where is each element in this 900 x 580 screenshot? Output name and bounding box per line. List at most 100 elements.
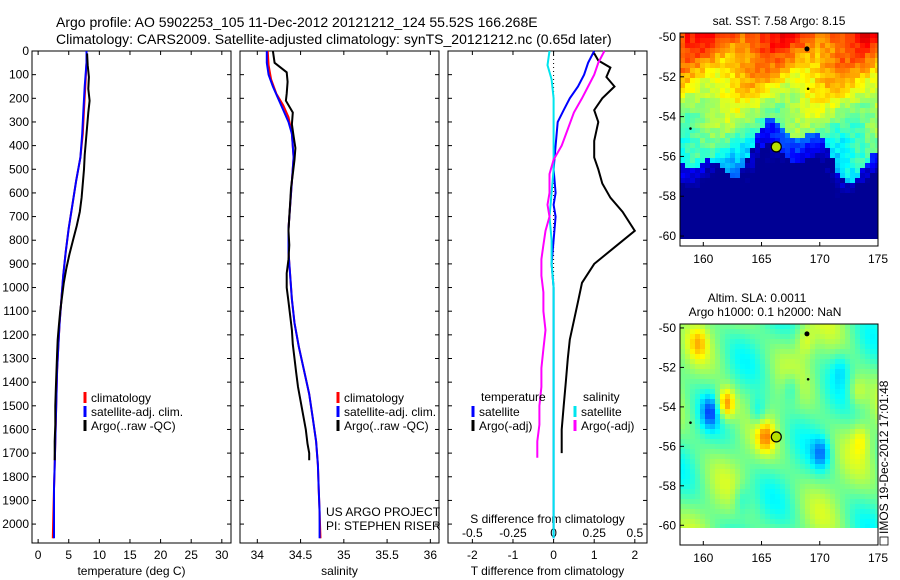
sla_map-cell	[745, 509, 750, 514]
sst_map-cell	[705, 118, 710, 123]
sla_map-cell	[715, 499, 720, 504]
sla_map-cell	[850, 469, 855, 474]
sst_map-cell	[705, 208, 710, 213]
sst_map-cell	[725, 53, 730, 58]
sst_map-cell	[685, 83, 690, 88]
sst_map-cell	[765, 88, 770, 93]
sla_map-cell	[800, 449, 805, 454]
sst_map-cell	[715, 148, 720, 153]
sla_map-cell	[765, 374, 770, 379]
sst_map-cell	[825, 193, 830, 198]
sla_map-cell	[795, 324, 800, 329]
sla_map-cell	[735, 324, 740, 329]
sla_map-cell	[840, 379, 845, 384]
sla_map-cell	[800, 344, 805, 349]
sst_map-cell	[830, 118, 835, 123]
sla_map-cell	[855, 454, 860, 459]
sla_map-cell	[760, 414, 765, 419]
sst_map-cell	[850, 168, 855, 173]
sla_map-cell	[735, 469, 740, 474]
sst_map-cell	[750, 113, 755, 118]
sst_map-cell	[830, 58, 835, 63]
sla_map-cell	[790, 329, 795, 334]
sla_map-cell	[765, 379, 770, 384]
sla_map-cell	[700, 389, 705, 394]
sst_map-cell	[805, 233, 810, 238]
sla_map-cell	[830, 399, 835, 404]
sst_map-cell	[835, 83, 840, 88]
sla_map-cell	[740, 454, 745, 459]
sla_map-cell	[730, 334, 735, 339]
sst_map-cell	[815, 178, 820, 183]
sst_map-cell	[720, 83, 725, 88]
sla_map-cell	[805, 369, 810, 374]
sst_map-cell	[775, 63, 780, 68]
sst_map-cell	[775, 53, 780, 58]
sla_map-cell	[860, 449, 865, 454]
sla_map-cell	[850, 519, 855, 524]
sst_map-cell	[740, 63, 745, 68]
sst_map-cell	[790, 153, 795, 158]
sst_map-cell	[830, 128, 835, 133]
sst_map-cell	[720, 163, 725, 168]
sla_map-cell	[690, 344, 695, 349]
sla_map-cell	[870, 324, 875, 329]
sst_map-cell	[755, 223, 760, 228]
sst_map-cell	[715, 113, 720, 118]
sla_map-cell	[745, 384, 750, 389]
sst_map-cell	[710, 148, 715, 153]
sla_map-cell	[695, 349, 700, 354]
sla_map-cell	[815, 404, 820, 409]
sst_map-cell	[680, 108, 685, 113]
sla_map-cell	[715, 374, 720, 379]
sla_map-cell	[840, 414, 845, 419]
sst_map-cell	[870, 98, 875, 103]
sst_map-cell	[705, 183, 710, 188]
sst_map-cell	[760, 178, 765, 183]
sst_map-cell	[810, 193, 815, 198]
sst_map-cell	[780, 73, 785, 78]
sla_map-cell	[735, 399, 740, 404]
sst_map-cell	[800, 133, 805, 138]
sla_map-cell	[765, 484, 770, 489]
sla_map-cell	[685, 424, 690, 429]
sst_map-cell	[840, 208, 845, 213]
sla_map-cell	[775, 419, 780, 424]
sla_map-cell	[800, 524, 805, 528]
sst_map-cell	[700, 228, 705, 233]
temperature-xtick-label: 30	[215, 548, 229, 562]
sst_map-cell	[765, 123, 770, 128]
sla_map-xtick-label: 160	[693, 551, 713, 565]
sst_map-cell	[695, 178, 700, 183]
sst_map-cell	[785, 38, 790, 43]
sla_map-cell	[840, 364, 845, 369]
sst_map-cell	[695, 113, 700, 118]
sla_map-cell	[850, 439, 855, 444]
sla_map-cell	[680, 429, 685, 434]
sla_map-cell	[715, 494, 720, 499]
sst_map-cell	[855, 58, 860, 63]
sst_map-cell	[865, 93, 870, 98]
sst_map-cell	[785, 158, 790, 163]
sla_map-cell	[715, 489, 720, 494]
sst_map-cell	[725, 183, 730, 188]
sla_map-cell	[710, 489, 715, 494]
sla_map-cell	[770, 379, 775, 384]
sst_map-cell	[745, 83, 750, 88]
sla_map-cell	[780, 329, 785, 334]
sst_map-cell	[750, 93, 755, 98]
sst_map-cell	[870, 68, 875, 73]
sla_map-cell	[800, 324, 805, 329]
sst_map-cell	[690, 168, 695, 173]
sla_map-cell	[705, 464, 710, 469]
sla_map-cell	[775, 524, 780, 528]
sla_map-cell	[700, 509, 705, 514]
difference-s-xlabel: S difference from climatology	[470, 512, 625, 526]
sst_map-cell	[745, 193, 750, 198]
sla_map-cell	[800, 479, 805, 484]
sla_map-cell	[755, 439, 760, 444]
sst_map-cell	[755, 173, 760, 178]
sst_map-cell	[710, 208, 715, 213]
sla_map-cell	[860, 509, 865, 514]
sla_map-cell	[735, 459, 740, 464]
